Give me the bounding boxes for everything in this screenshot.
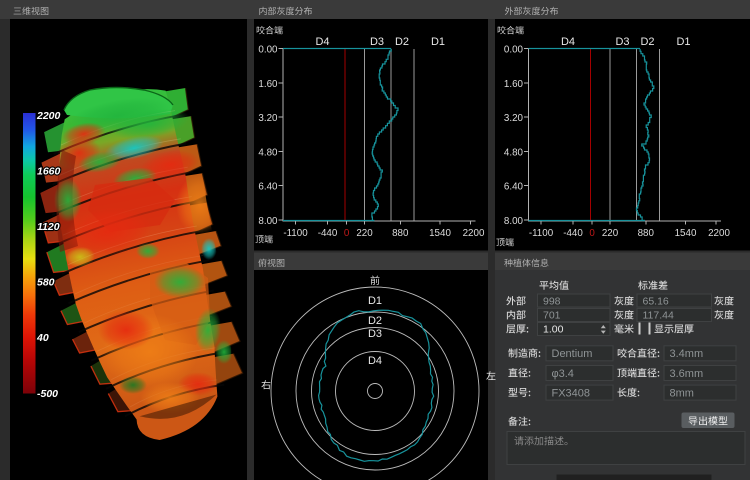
svg-text:D1: D1 bbox=[676, 36, 690, 48]
svg-text:998: 998 bbox=[543, 296, 561, 308]
svg-text:1.60: 1.60 bbox=[504, 79, 524, 90]
svg-text:0.00: 0.00 bbox=[504, 45, 524, 56]
svg-text:0: 0 bbox=[344, 228, 350, 239]
svg-text:65.16: 65.16 bbox=[643, 296, 669, 308]
svg-text:0: 0 bbox=[589, 228, 595, 239]
svg-text:8mm: 8mm bbox=[670, 387, 694, 399]
svg-text:2200: 2200 bbox=[463, 228, 485, 239]
svg-text:D4: D4 bbox=[561, 36, 575, 48]
svg-text:2200: 2200 bbox=[36, 110, 61, 122]
svg-text:4.80: 4.80 bbox=[504, 147, 524, 158]
svg-text:D1: D1 bbox=[431, 36, 445, 48]
svg-text:D3: D3 bbox=[368, 328, 382, 340]
svg-text:1.00: 1.00 bbox=[543, 324, 564, 336]
svg-text:D2: D2 bbox=[395, 36, 409, 48]
svg-text:D3: D3 bbox=[370, 36, 384, 48]
svg-text:8.00: 8.00 bbox=[258, 216, 278, 227]
svg-text:D3: D3 bbox=[615, 36, 629, 48]
svg-text:580: 580 bbox=[37, 277, 55, 289]
svg-text:FX3408: FX3408 bbox=[552, 387, 591, 399]
svg-text:1120: 1120 bbox=[37, 221, 60, 233]
svg-text:1.60: 1.60 bbox=[258, 79, 278, 90]
svg-text:4.80: 4.80 bbox=[258, 147, 278, 158]
svg-text:701: 701 bbox=[543, 310, 561, 322]
svg-text:8.00: 8.00 bbox=[504, 216, 524, 227]
svg-text:1540: 1540 bbox=[429, 228, 451, 239]
svg-text:880: 880 bbox=[638, 228, 655, 239]
svg-text:2200: 2200 bbox=[708, 228, 730, 239]
svg-text:3.6mm: 3.6mm bbox=[670, 368, 704, 380]
svg-text:-440: -440 bbox=[563, 228, 583, 239]
svg-text:D1: D1 bbox=[368, 295, 382, 307]
svg-text:3.4mm: 3.4mm bbox=[670, 348, 704, 360]
svg-text:0.00: 0.00 bbox=[258, 45, 278, 56]
svg-text:3.20: 3.20 bbox=[504, 113, 524, 124]
svg-text:D2: D2 bbox=[368, 315, 382, 327]
svg-text:40: 40 bbox=[36, 332, 49, 344]
svg-text:D4: D4 bbox=[315, 36, 329, 48]
svg-text:φ3.4: φ3.4 bbox=[552, 368, 574, 380]
svg-text:1660: 1660 bbox=[37, 165, 61, 177]
svg-text:3.20: 3.20 bbox=[258, 113, 278, 124]
svg-text:Dentium: Dentium bbox=[552, 348, 593, 360]
svg-text:D2: D2 bbox=[640, 36, 654, 48]
svg-text:6.40: 6.40 bbox=[504, 182, 524, 193]
svg-text:-1100: -1100 bbox=[529, 228, 554, 239]
svg-text:D4: D4 bbox=[368, 355, 382, 367]
svg-text:880: 880 bbox=[392, 228, 409, 239]
svg-text:-500: -500 bbox=[37, 388, 58, 400]
svg-text:1540: 1540 bbox=[675, 228, 697, 239]
svg-text:220: 220 bbox=[356, 228, 373, 239]
svg-text:6.40: 6.40 bbox=[258, 182, 278, 193]
svg-text:-440: -440 bbox=[318, 228, 338, 239]
svg-text:117.44: 117.44 bbox=[643, 310, 674, 322]
svg-text:220: 220 bbox=[602, 228, 619, 239]
svg-text:-1100: -1100 bbox=[283, 228, 308, 239]
